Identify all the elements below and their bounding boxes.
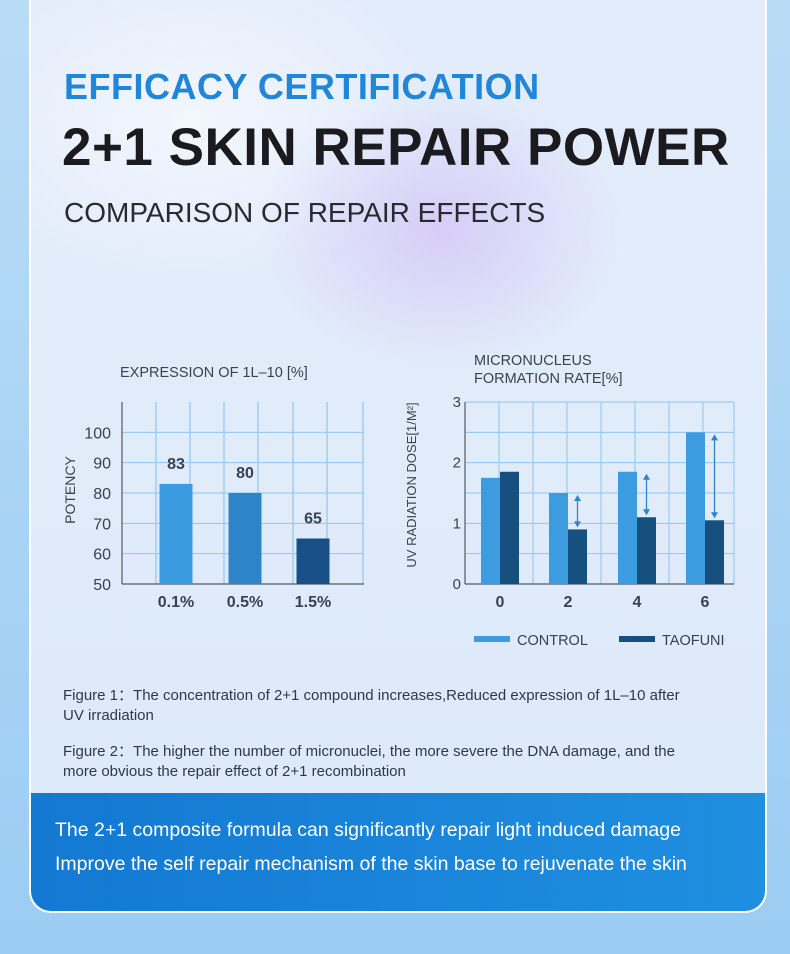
chart-1-ytick: 90 [93,456,111,473]
chart-2-reduction-arrow [711,434,718,519]
chart-1-bar [159,483,193,584]
chart-1-ytick: 50 [93,577,111,594]
chart-2-bars [481,432,724,584]
chart-2-ytick: 0 [453,576,461,593]
chart-2-xtick: 4 [633,594,642,611]
chart-1-data-label: 83 [167,456,185,473]
chart-2-reduction-arrow [574,495,581,528]
legend-taofuni-swatch [619,636,655,642]
chart-1-y-ticks: 50 60 70 80 90 100 [84,425,111,594]
chart-2-ylabel: UV RADIATION DOSE[1/M²] [404,402,419,567]
banner-line-2: Improve the self repair mechanism of the… [55,853,687,875]
chart-1-ytick: 100 [84,425,111,442]
chart-1-data-labels: 83 80 65 [167,456,322,528]
figure-1-caption: Figure 1：The concentration of 2+1 compou… [63,687,680,724]
chart-1-x-ticks: 0.1% 0.5% 1.5% [158,594,331,611]
legend-control-label: CONTROL [517,633,588,649]
chart-1-xtick: 1.5% [295,594,331,611]
chart-2-reduction-arrow [643,473,650,516]
chart-2-bar-control [618,471,637,584]
chart-1-ytick: 80 [93,486,111,503]
chart-2: MICRONUCLEUS FORMATION RATE[%] UV RADIAT… [404,353,735,649]
summary-banner: The 2+1 composite formula can significan… [31,793,765,911]
eyebrow-title: EFFICACY CERTIFICATION [64,66,540,107]
chart-2-bar-control [549,493,568,584]
chart-2-xtick: 2 [564,594,573,611]
arrow-head-up [574,495,581,501]
chart-2-bar-taofuni [500,471,519,584]
chart-2-bar-control [481,477,500,584]
chart-2-ytick: 3 [453,394,461,411]
chart-2-xtick: 6 [701,594,710,611]
chart-2-ytick: 2 [453,455,461,472]
chart-1-xtick: 0.1% [158,594,194,611]
chart-1-title: EXPRESSION OF 1L–10 [%] [120,365,308,381]
chart-1-ylabel: POTENCY [62,456,78,524]
chart-2-bar-taofuni [568,529,587,584]
chart-1-data-label: 80 [236,465,254,482]
chart-1: EXPRESSION OF 1L–10 [%] POTENCY 50 60 70 80… [62,365,364,611]
chart-1-ytick: 60 [93,547,111,564]
chart-2-legend: CONTROL TAOFUNI [474,633,725,649]
chart-1-bars [159,483,330,584]
chart-2-y-ticks: 0 1 2 3 [453,394,461,593]
legend-control-swatch [474,636,510,642]
chart-2-xtick: 0 [496,594,505,611]
arrow-head-down [711,512,718,519]
chart-2-x-ticks: 0 2 4 6 [496,594,710,611]
arrow-head-down [574,521,581,528]
chart-2-bar-control [686,432,705,584]
chart-1-bar [296,538,330,584]
arrow-head-up [643,473,650,480]
page-subtitle: COMPARISON OF REPAIR EFFECTS [64,197,546,228]
chart-1-data-label: 65 [304,511,322,528]
chart-2-title-line1: MICRONUCLEUS [474,353,592,369]
chart-2-title-line2: FORMATION RATE[%] [474,371,623,387]
chart-2-arrows [574,434,718,528]
arrow-head-up [711,434,718,441]
chart-1-xtick: 0.5% [227,594,263,611]
legend-taofuni-label: TAOFUNI [662,633,725,649]
chart-1-ytick: 70 [93,516,111,533]
charts-area: EXPRESSION OF 1L–10 [%] POTENCY 50607080… [62,353,735,649]
figure-2-caption: Figure 2：The higher the number of micron… [63,743,675,780]
page-title: 2+1 SKIN REPAIR POWER [62,118,730,177]
banner-line-1: The 2+1 composite formula can significan… [55,819,681,841]
content-card: EFFICACY CERTIFICATION 2+1 SKIN REPAIR P… [29,0,767,913]
chart-2-bar-taofuni [637,517,656,584]
chart-2-ytick: 1 [453,515,461,532]
chart-1-bar [228,493,262,584]
chart-2-bar-taofuni [705,520,724,584]
arrow-head-down [643,509,650,516]
